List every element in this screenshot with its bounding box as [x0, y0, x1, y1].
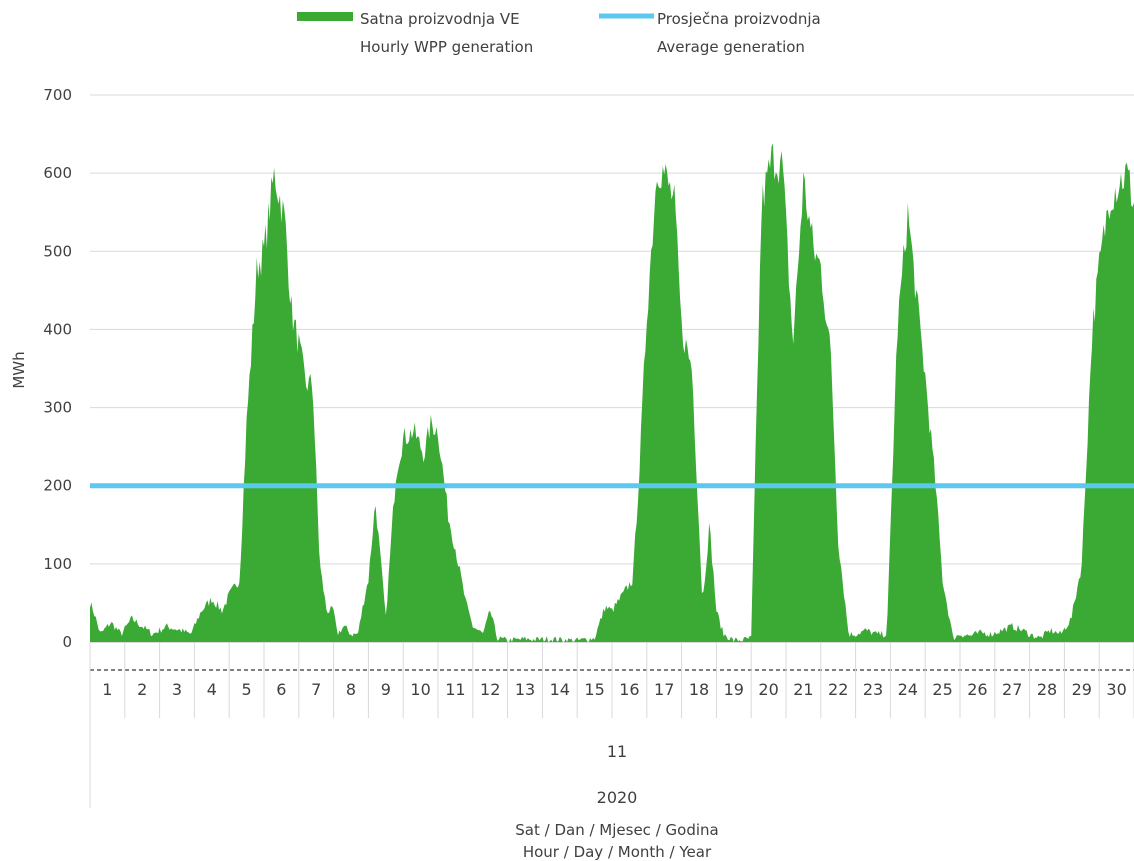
x-tick-label-day-25: 25 [932, 680, 952, 699]
x-tick-label-day-10: 10 [410, 680, 430, 699]
x-tick-label-day-17: 17 [654, 680, 674, 699]
legend-swatch-hourly [297, 12, 353, 21]
legend-label-average-line2: Average generation [657, 38, 805, 56]
x-tick-label-day-15: 15 [584, 680, 604, 699]
x-tick-label-day-30: 30 [1106, 680, 1126, 699]
x-tick-label-day-1: 1 [102, 680, 112, 699]
x-tick-label-day-16: 16 [619, 680, 639, 699]
x-axis-month-label: 11 [607, 742, 627, 761]
x-tick-label-day-6: 6 [276, 680, 286, 699]
y-tick-label-200: 200 [43, 477, 72, 495]
x-tick-label-day-20: 20 [758, 680, 778, 699]
x-tick-label-day-13: 13 [515, 680, 535, 699]
x-tick-label-day-24: 24 [898, 680, 918, 699]
x-tick-label-day-11: 11 [445, 680, 465, 699]
x-tick-label-day-29: 29 [1072, 680, 1092, 699]
x-tick-label-day-12: 12 [480, 680, 500, 699]
hourly-generation-area [90, 143, 1134, 642]
x-tick-label-day-21: 21 [793, 680, 813, 699]
y-tick-label-700: 700 [43, 86, 72, 104]
x-tick-label-day-26: 26 [967, 680, 987, 699]
x-axis-year-label: 2020 [597, 788, 638, 807]
legend-item-average: Prosječna proizvodnja Average generation [599, 10, 821, 56]
x-tick-label-day-7: 7 [311, 680, 321, 699]
x-tick-label-day-2: 2 [137, 680, 147, 699]
x-tick-label-day-3: 3 [172, 680, 182, 699]
x-tick-label-day-22: 22 [828, 680, 848, 699]
x-axis: 1 2 3 4 5 6 7 8 9 10 11 12 13 14 15 16 17 18 19 20 21 22 23 24 2… [89, 642, 1134, 808]
y-tick-label-0: 0 [62, 633, 72, 651]
y-axis-title: MWh [10, 351, 28, 388]
y-tick-label-400: 400 [43, 320, 72, 338]
legend-label-hourly-line1: Satna proizvodnja VE [360, 10, 520, 28]
x-axis-title-line1: Sat / Dan / Mjesec / Godina [515, 821, 718, 839]
x-tick-label-day-23: 23 [863, 680, 883, 699]
y-tick-label-100: 100 [43, 555, 72, 573]
x-tick-label-day-5: 5 [242, 680, 252, 699]
y-tick-label-500: 500 [43, 242, 72, 260]
x-tick-label-day-8: 8 [346, 680, 356, 699]
x-tick-label-day-19: 19 [724, 680, 744, 699]
x-tick-label-day-14: 14 [550, 680, 570, 699]
x-tick-label-day-27: 27 [1002, 680, 1022, 699]
x-axis-title-line2: Hour / Day / Month / Year [523, 843, 712, 861]
y-axis-ticks: 0 100 200 300 400 500 600 700 [43, 86, 72, 651]
x-tick-label-day-4: 4 [207, 680, 217, 699]
series-hourly-generation [90, 143, 1134, 642]
legend-label-average-line1: Prosječna proizvodnja [657, 10, 821, 28]
y-tick-label-600: 600 [43, 164, 72, 182]
legend-label-hourly-line2: Hourly WPP generation [360, 38, 533, 56]
y-tick-label-300: 300 [43, 399, 72, 417]
x-tick-label-day-9: 9 [381, 680, 391, 699]
x-tick-label-day-28: 28 [1037, 680, 1057, 699]
x-tick-label-day-18: 18 [689, 680, 709, 699]
legend-item-hourly: Satna proizvodnja VE Hourly WPP generati… [297, 10, 533, 56]
legend: Satna proizvodnja VE Hourly WPP generati… [297, 10, 821, 56]
